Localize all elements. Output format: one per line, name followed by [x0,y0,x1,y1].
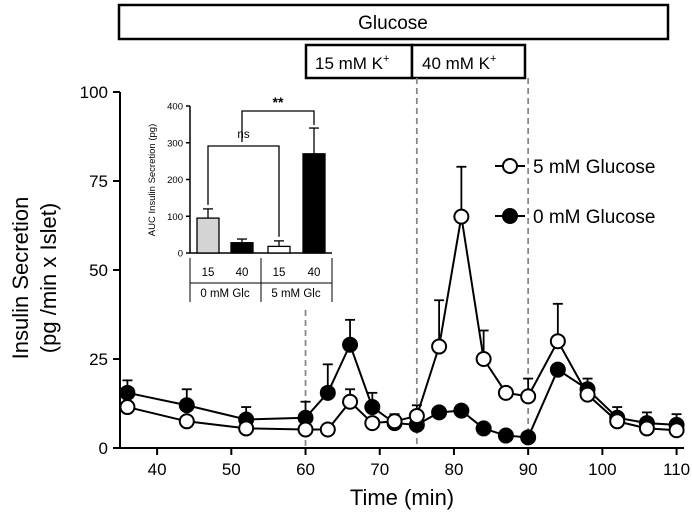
y-axis-title-line1: Insulin Secretion [8,197,33,360]
point-5mm-66 [342,393,359,410]
point-0mm-87 [497,427,514,444]
inset-y-tick-label-200: 200 [167,175,183,186]
inset-category-label-1: 40 [236,267,249,279]
inset-bars: 15 40 15 40 [196,127,326,279]
point-5mm-44 [178,413,195,430]
k15-bar [304,43,414,80]
point-5mm-36 [119,399,136,416]
x-tick-label-60: 60 [296,460,315,479]
k40-bar-label: 40 mM K+ [422,53,496,73]
point-5mm-63 [319,421,336,438]
point-0mm-36 [119,384,136,401]
point-0mm-81 [453,402,470,419]
k15-bar-label: 15 mM K+ [315,53,389,73]
inset-group-table: 0 mM Glc 5 mM Glc [189,258,333,302]
point-5mm-98 [579,386,596,403]
x-tick-label-100: 100 [588,460,616,479]
y-tick-label-75: 75 [89,172,108,191]
point-5mm-52 [238,420,255,437]
point-0mm-94 [549,361,566,378]
point-5mm-106 [638,420,655,437]
point-0mm-90 [520,429,537,446]
inset-significance: ns ** [207,94,315,237]
inset-bar-0 [196,217,220,254]
x-tick-label-90: 90 [519,460,538,479]
inset-y-tick-label-0: 0 [178,249,183,260]
point-5mm-78 [431,338,448,355]
inset-y-tick-label-100: 100 [167,212,183,223]
legend-label-0mm: 0 mM Glucose [533,207,655,228]
point-0mm-78 [431,404,448,421]
inset-group-label-5mm: 5 mM Glc [271,288,320,300]
x-tick-label-40: 40 [148,460,167,479]
point-5mm-69 [364,415,381,432]
inset-y-tick-label-300: 300 [167,138,183,149]
point-0mm-44 [178,397,195,414]
inset-group-label-0mm: 0 mM Glc [200,288,249,300]
point-5mm-90 [520,388,537,405]
point-5mm-60 [297,421,314,438]
point-5mm-87 [497,384,514,401]
y-tick-label-50: 50 [89,261,108,280]
legend-marker-0mm [502,208,518,224]
point-0mm-66 [342,336,359,353]
inset-ns-label: ns [237,129,249,141]
y-tick-label-0: 0 [99,439,108,458]
point-5mm-72 [386,413,403,430]
point-5mm-102 [609,413,626,430]
inset-y-axis-title: AUC Insulin Secretion (pg) [147,124,158,236]
inset-ns-bracket [207,145,280,237]
inset-bar-3 [302,153,326,254]
inset-bar-chart: 0 100 200 300 400 15 40 15 40 ns ** AUC Insulin … [138,92,343,307]
x-tick-label-80: 80 [444,460,463,479]
legend-label-5mm: 5 mM Glucose [533,157,655,178]
point-5mm-75 [408,407,425,424]
inset-star-bracket [241,110,315,142]
treatment-bars: Glucose 15 mM K+ 40 mM K+ [117,3,670,80]
inset-category-label-2: 15 [273,267,286,279]
x-tick-label-110: 110 [663,460,690,479]
inset-category-label-0: 15 [202,267,215,279]
point-5mm-81 [453,208,470,225]
x-tick-label-70: 70 [370,460,389,479]
glucose-bar-label: Glucose [358,13,428,34]
glucose-bar [117,3,670,41]
inset-bar-2 [267,245,291,254]
inset-category-label-3: 40 [308,267,321,279]
inset-star-label: ** [273,94,284,110]
point-5mm-84 [475,351,492,367]
legend: 5 mM Glucose 0 mM Glucose [495,157,655,228]
k40-bar [410,43,527,80]
main-series [119,165,685,446]
point-5mm-110 [668,422,685,439]
y-tick-label-25: 25 [89,350,108,369]
y-axis-title-line2: (pg /min x Islet) [36,203,61,353]
legend-marker-5mm [502,158,518,174]
inset-y-tick-label-400: 400 [167,102,183,113]
point-5mm-94 [549,333,566,350]
y-tick-label-100: 100 [80,83,108,102]
main-ticks: 40 50 60 70 80 90 100 110 0 25 50 75 100 [80,83,691,479]
point-0mm-63 [319,384,336,401]
inset-bar-1 [230,242,254,254]
point-0mm-84 [475,420,492,437]
x-axis-title: Time (min) [350,485,454,510]
x-tick-label-50: 50 [222,460,241,479]
inset-ticks: 0 100 200 300 400 [167,102,190,260]
point-0mm-69 [364,399,381,416]
